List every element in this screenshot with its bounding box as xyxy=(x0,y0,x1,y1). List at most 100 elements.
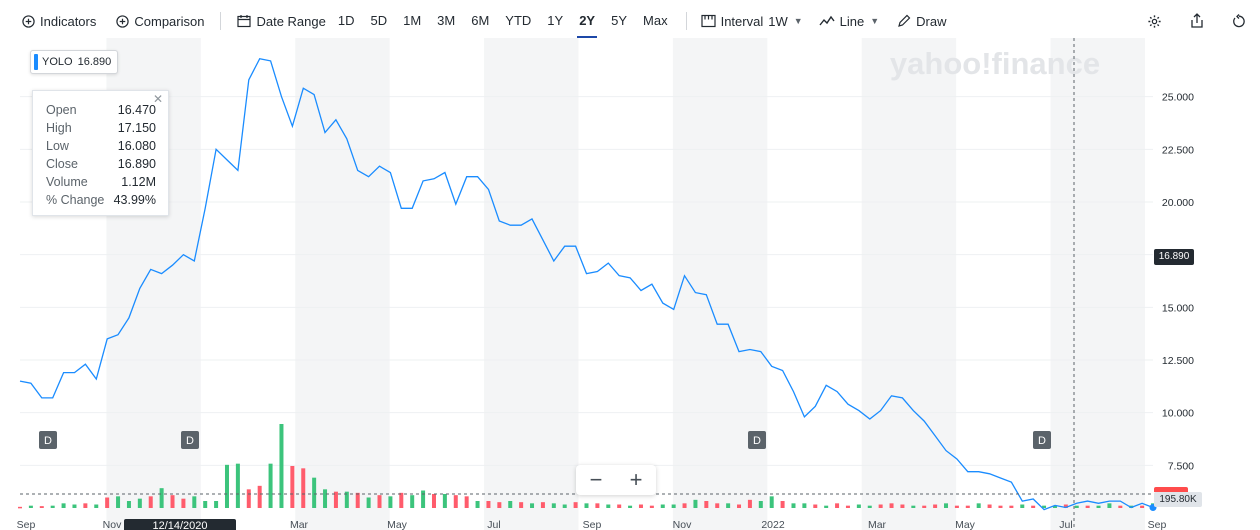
toolbar-actions xyxy=(1147,0,1246,42)
volume-bar xyxy=(497,502,502,508)
chart-type-button[interactable]: Line ▼ xyxy=(819,14,880,29)
volume-last-label: 195.80K xyxy=(1154,492,1202,507)
volume-bar xyxy=(442,494,447,508)
y-tick-label: 12.500 xyxy=(1162,355,1194,367)
volume-bar xyxy=(835,503,840,508)
volume-bar xyxy=(606,504,611,508)
volume-bar xyxy=(1074,505,1079,508)
y-tick-label: 22.500 xyxy=(1162,144,1194,156)
chevron-down-icon: ▼ xyxy=(870,16,880,26)
ohlc-high-row: High 17.150 xyxy=(46,119,156,137)
range-2y[interactable]: 2Y xyxy=(571,0,603,42)
volume-bar xyxy=(126,501,131,508)
y-tick-label: 10.000 xyxy=(1162,408,1194,420)
reset-icon[interactable] xyxy=(1232,13,1246,29)
ohlc-high-value: 17.150 xyxy=(117,121,156,135)
volume-bar xyxy=(1140,505,1145,508)
ohlc-close-value: 16.890 xyxy=(117,157,156,171)
volume-bar xyxy=(649,505,654,508)
interval-value: 1W xyxy=(768,13,788,29)
close-icon[interactable]: ✕ xyxy=(152,92,163,106)
watermark-text: yahoo!finance xyxy=(890,46,1100,81)
volume-bar xyxy=(1118,505,1123,508)
volume-bar xyxy=(148,496,153,508)
volume-bar xyxy=(562,504,567,508)
ticker-badge[interactable]: YOLO 16.890 xyxy=(30,50,119,74)
volume-bar xyxy=(61,503,66,508)
volume-bar xyxy=(192,496,197,508)
volume-bar xyxy=(28,505,33,508)
x-tick-label: Mar xyxy=(290,519,309,530)
plus-circle-icon xyxy=(22,14,35,28)
volume-bar xyxy=(726,503,731,508)
draw-button[interactable]: Draw xyxy=(897,14,946,29)
volume-bar xyxy=(83,503,88,508)
volume-bar xyxy=(595,503,600,508)
volume-bar xyxy=(758,501,763,508)
series-color-swatch xyxy=(34,54,38,70)
volume-bar xyxy=(617,504,622,508)
pencil-icon xyxy=(898,14,911,27)
range-3m[interactable]: 3M xyxy=(437,13,456,28)
date-range-button[interactable]: Date Range xyxy=(237,13,326,29)
x-tick-label: Sep xyxy=(1148,519,1167,530)
ohlc-change-value: 43.99% xyxy=(113,193,156,207)
comparison-label: Comparison xyxy=(134,13,205,29)
range-5d[interactable]: 5D xyxy=(370,13,388,28)
volume-bar xyxy=(431,494,436,508)
volume-bar xyxy=(421,490,426,508)
range-6m[interactable]: 6M xyxy=(471,13,490,28)
range-1y[interactable]: 1Y xyxy=(547,13,564,28)
volume-bar xyxy=(933,504,938,508)
chart-toolbar: Indicators Comparison Date Range 1D 5D 1M 3… xyxy=(0,0,1260,42)
ohlc-volume-value: 1.12M xyxy=(121,175,156,189)
date-range-label: Date Range xyxy=(256,13,326,29)
volume-bar xyxy=(998,505,1003,508)
period-band xyxy=(672,38,768,530)
volume-bar xyxy=(824,505,829,508)
x-tick-label: 2022 xyxy=(761,519,785,530)
volume-bar xyxy=(72,504,77,508)
range-1m[interactable]: 1M xyxy=(403,13,422,28)
volume-bar xyxy=(508,501,513,508)
volume-bar xyxy=(301,468,306,508)
volume-bar xyxy=(486,501,491,508)
volume-bar xyxy=(813,504,818,508)
volume-bar xyxy=(530,503,535,508)
interval-button[interactable]: Interval 1W ▼ xyxy=(700,13,803,29)
ohlc-open-label: Open xyxy=(46,103,77,117)
volume-bar xyxy=(867,505,872,508)
range-5y[interactable]: 5Y xyxy=(611,13,628,28)
zoom-controls: − + xyxy=(576,465,656,495)
volume-bar xyxy=(475,501,480,508)
x-tick-label: Sep xyxy=(583,519,602,530)
volume-bar xyxy=(922,505,927,508)
share-icon[interactable] xyxy=(1190,13,1204,29)
zoom-out-button[interactable]: − xyxy=(589,467,603,492)
zoom-in-button[interactable]: + xyxy=(629,467,643,492)
plus-circle-icon xyxy=(116,14,130,28)
gear-icon[interactable] xyxy=(1147,14,1162,29)
comparison-button[interactable]: Comparison xyxy=(116,14,204,29)
volume-bar xyxy=(856,504,861,508)
x-tick-label: Jul xyxy=(1059,519,1072,530)
ohlc-close-label: Close xyxy=(46,157,78,171)
crosshair-date-label: 12/14/2020 xyxy=(124,519,236,530)
volume-bar xyxy=(137,498,142,508)
volume-bar xyxy=(464,496,469,508)
period-band xyxy=(861,38,957,530)
volume-bar xyxy=(268,463,273,508)
volume-bar xyxy=(181,498,186,508)
ticker-symbol: YOLO xyxy=(42,56,73,68)
x-tick-label: Jul xyxy=(487,519,500,530)
x-tick-label: Sep xyxy=(17,519,36,530)
range-1d[interactable]: 1D xyxy=(337,13,355,28)
volume-bar xyxy=(704,501,709,508)
ohlc-tooltip: ✕ Open 16.470 High 17.150 Low 16.080 Close 1… xyxy=(32,90,169,216)
range-ytd[interactable]: YTD xyxy=(505,13,532,28)
range-max[interactable]: Max xyxy=(643,13,668,28)
x-tick-label: May xyxy=(955,519,976,530)
indicators-button[interactable]: Indicators xyxy=(22,14,96,29)
